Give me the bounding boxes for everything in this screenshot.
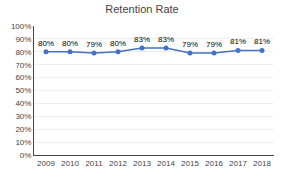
svg-text:2017: 2017 <box>229 159 247 168</box>
svg-text:80%: 80% <box>38 39 54 48</box>
svg-text:81%: 81% <box>254 37 270 46</box>
svg-text:2018: 2018 <box>253 159 271 168</box>
svg-text:79%: 79% <box>182 40 198 49</box>
svg-text:80%: 80% <box>62 39 78 48</box>
svg-text:2011: 2011 <box>85 159 103 168</box>
svg-text:30%: 30% <box>15 112 31 121</box>
svg-text:2012: 2012 <box>109 159 127 168</box>
svg-text:81%: 81% <box>230 37 246 46</box>
svg-text:2013: 2013 <box>133 159 151 168</box>
svg-text:80%: 80% <box>110 39 126 48</box>
svg-text:2015: 2015 <box>181 159 199 168</box>
svg-text:83%: 83% <box>134 35 150 44</box>
svg-text:60%: 60% <box>15 73 31 82</box>
svg-text:100%: 100% <box>11 22 31 31</box>
svg-text:70%: 70% <box>15 60 31 69</box>
svg-text:2009: 2009 <box>37 159 55 168</box>
svg-text:2014: 2014 <box>157 159 175 168</box>
svg-text:Retention Rate: Retention Rate <box>105 3 178 15</box>
svg-text:0%: 0% <box>20 151 32 160</box>
svg-text:2016: 2016 <box>205 159 223 168</box>
svg-text:79%: 79% <box>86 40 102 49</box>
svg-text:80%: 80% <box>15 48 31 57</box>
svg-text:20%: 20% <box>15 125 31 134</box>
svg-text:79%: 79% <box>206 40 222 49</box>
svg-text:10%: 10% <box>15 138 31 147</box>
svg-text:40%: 40% <box>15 99 31 108</box>
svg-text:50%: 50% <box>15 86 31 95</box>
svg-text:2010: 2010 <box>61 159 79 168</box>
svg-text:90%: 90% <box>15 35 31 44</box>
svg-text:83%: 83% <box>158 35 174 44</box>
